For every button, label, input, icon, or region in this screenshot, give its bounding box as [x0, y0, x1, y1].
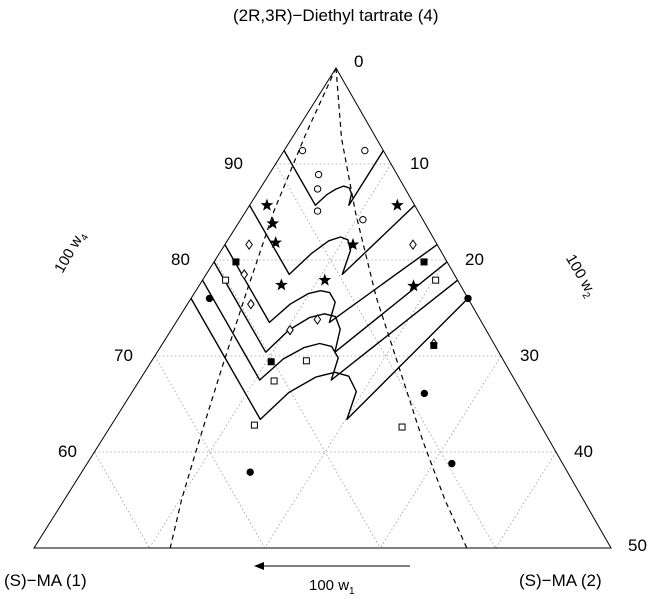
w4-tick-60: 60 [58, 442, 77, 461]
open-diamond-marker [245, 239, 253, 251]
w2-tick-50: 50 [628, 536, 647, 555]
open-square-marker [270, 377, 278, 385]
bottom-right-component-label: (S)−MA (2) [519, 571, 602, 590]
triangle-frame [33, 67, 612, 549]
open-diamond-marker [313, 314, 322, 325]
w2-tick-30: 30 [520, 346, 539, 365]
star-marker [391, 198, 404, 211]
filled-square-marker [420, 258, 428, 266]
star-marker [407, 279, 420, 292]
star-marker [260, 198, 274, 211]
open-circle-marker [313, 185, 322, 193]
filled-circle-marker [420, 389, 429, 398]
filled-square-marker [267, 358, 275, 366]
open-diamond-marker [286, 324, 294, 336]
w4-tick-90: 90 [224, 154, 243, 173]
w2-tick-10: 10 [410, 154, 429, 173]
open-square-marker [432, 276, 440, 284]
solid-boundary-line [201, 279, 459, 381]
grid-lines [94, 163, 557, 549]
star-marker [266, 216, 280, 229]
solid-boundary-line [224, 244, 438, 324]
w2-tick-40: 40 [574, 442, 593, 461]
star-marker [275, 278, 288, 291]
filled-circle-marker [246, 468, 254, 476]
solid-boundary-line [213, 261, 448, 353]
open-circle-marker [314, 170, 323, 179]
dashed-boundary-line [335, 67, 468, 549]
open-square-marker [222, 276, 230, 284]
solid-boundary-line [190, 297, 469, 421]
gridline-w1 [214, 259, 381, 549]
open-circle-marker [298, 146, 307, 155]
data-markers [205, 146, 472, 476]
gridline-w1 [154, 355, 266, 549]
w4-tick-80: 80 [171, 250, 190, 269]
triangle-outline [33, 67, 612, 549]
filled-circle-marker [205, 294, 214, 303]
star-marker [318, 273, 332, 286]
filled-circle-marker [448, 459, 456, 468]
open-square-marker [302, 357, 310, 365]
open-diamond-marker [409, 239, 417, 251]
filled-square-marker [232, 258, 240, 266]
w1-arrow [254, 562, 410, 570]
star-marker [346, 237, 360, 250]
filled-square-marker [430, 341, 438, 349]
bottom-left-component-label: (S)−MA (1) [4, 571, 87, 590]
w1-arrow-head [254, 562, 264, 570]
gridline-w1 [94, 451, 150, 549]
gridline-w2 [264, 259, 447, 549]
open-circle-marker [361, 146, 369, 155]
star-marker [269, 236, 282, 249]
top-component-label: (2R,3R)−Diethyl tartrate (4) [233, 6, 439, 25]
w4-tick-70: 70 [114, 346, 133, 365]
boundary-lines [169, 67, 469, 549]
dashed-boundary-line [169, 67, 337, 549]
open-circle-marker [313, 207, 322, 215]
w2-tick-20: 20 [465, 250, 484, 269]
open-circle-marker [359, 215, 367, 224]
filled-circle-marker [464, 294, 472, 303]
solid-boundary-line [248, 204, 416, 276]
gridline-w2 [495, 451, 557, 549]
w1-axis-label: 100 w1 [309, 577, 355, 597]
open-diamond-marker [247, 298, 255, 310]
open-square-marker [250, 421, 258, 429]
solid-boundary-line [283, 150, 384, 206]
open-square-marker [398, 423, 406, 431]
gridline-w2 [379, 355, 502, 549]
w2-tick-0: 0 [354, 52, 364, 71]
open-diamond-marker [240, 269, 249, 280]
